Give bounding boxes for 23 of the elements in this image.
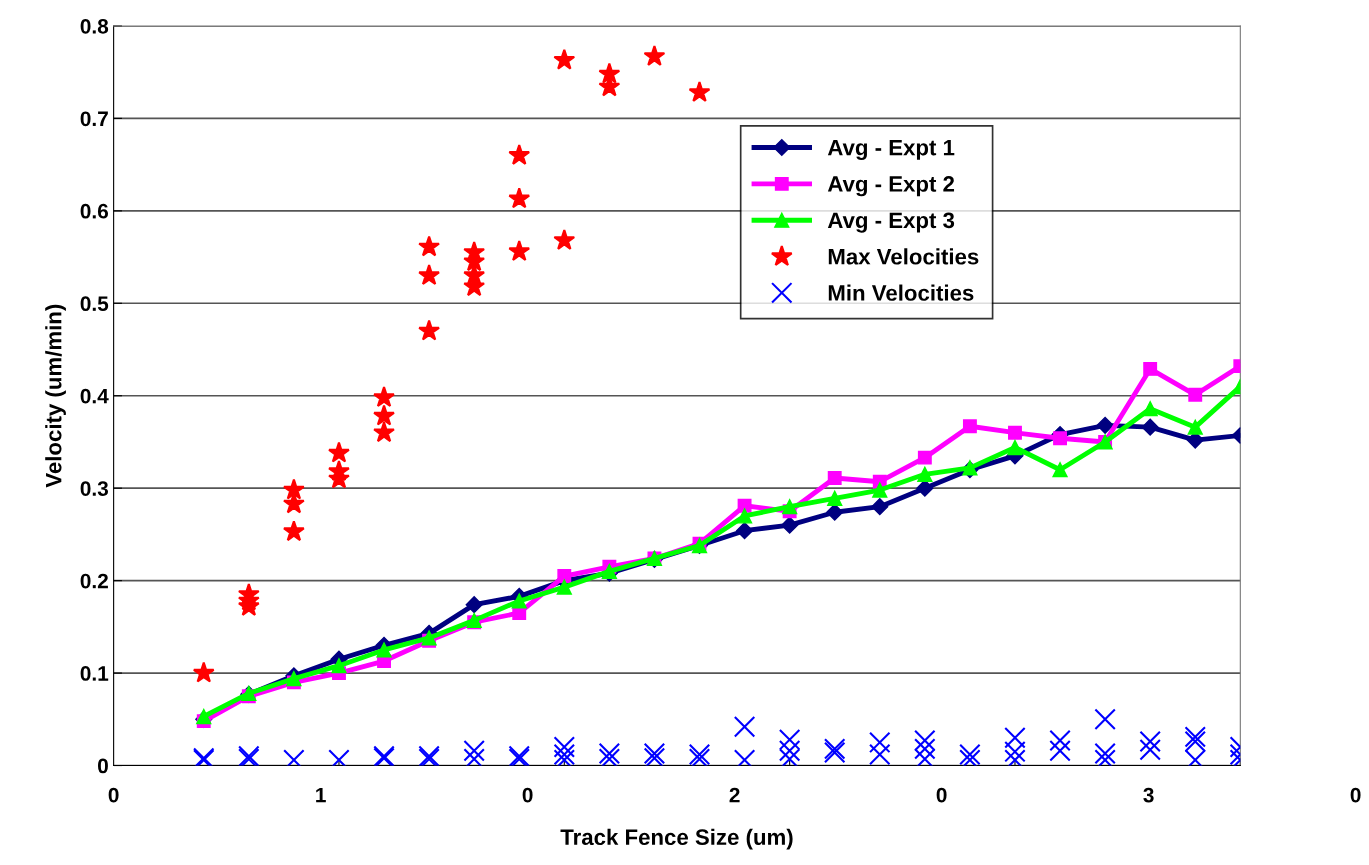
y-tick-label: 0.5 bbox=[80, 296, 109, 312]
y-tick-label: 0.6 bbox=[80, 203, 109, 219]
y-tick-label: 0.2 bbox=[80, 573, 108, 589]
text: 0 bbox=[522, 787, 533, 803]
legend-label: Max Velocities bbox=[828, 248, 979, 265]
y-tick-label: 0 bbox=[98, 758, 108, 774]
text: 0 bbox=[108, 787, 119, 803]
y-tick-label: 0.1 bbox=[80, 666, 109, 681]
y-tick-label: 0.3 bbox=[80, 481, 109, 496]
y-tick-label: 0.7 bbox=[80, 111, 108, 127]
legend-label: Min Velocities bbox=[828, 284, 974, 301]
x-axis-title: Track Fence Size (um) bbox=[560, 828, 793, 850]
text: 2 bbox=[729, 787, 740, 803]
y-tick-label: 0.8 bbox=[80, 18, 109, 34]
legend-label: Avg - Expt 1 bbox=[827, 139, 955, 160]
legend-label: Avg - Expt 2 bbox=[827, 176, 955, 197]
text: 0 bbox=[936, 787, 947, 803]
text: 0 bbox=[1350, 787, 1361, 803]
text: 3 bbox=[1143, 787, 1154, 803]
y-axis-title: Velocity (um/min) bbox=[45, 304, 66, 488]
text: 1 bbox=[316, 787, 326, 803]
legend-label: Avg - Expt 3 bbox=[827, 212, 955, 233]
y-tick-label: 0.4 bbox=[80, 388, 109, 404]
